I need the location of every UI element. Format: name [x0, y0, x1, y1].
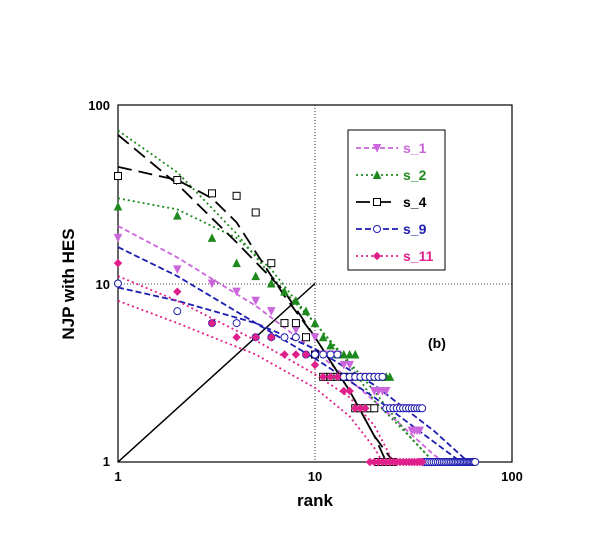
s_2-point-23: [385, 372, 395, 381]
s_1-point-5: [266, 307, 276, 316]
s_4-point-8: [301, 333, 310, 342]
s_11-point-10: [318, 372, 328, 382]
legend-label-s_1: s_1: [403, 140, 427, 156]
s_2-point-1: [172, 211, 182, 220]
s_11-point-7: [291, 350, 301, 359]
s_4-point-6: [280, 319, 289, 328]
legend-marker-s_1: [372, 144, 382, 153]
x-tick-label-1: 1: [114, 469, 121, 484]
legend-marker-s_2: [372, 170, 382, 179]
legend-marker-s_9: [373, 225, 381, 233]
legend-label-s_11: s_11: [403, 248, 434, 264]
s_4-point-19: [370, 404, 379, 413]
s_2-point-6: [280, 287, 289, 296]
s_11-point-6: [280, 350, 289, 359]
s_9-point-3: [232, 319, 241, 328]
s_9-point-34: [418, 404, 427, 413]
x-tick-label-100: 100: [501, 469, 523, 484]
s_1-point-14: [345, 360, 354, 370]
s_4-point-3: [232, 191, 241, 200]
s_11-point-14: [345, 386, 354, 396]
s_4-point-5: [267, 259, 276, 268]
s_1-point-0: [113, 233, 123, 243]
s_1-point-9: [310, 333, 320, 342]
s_9-point-11: [326, 350, 335, 359]
s_11-point-34: [417, 457, 427, 467]
s_1-point-3: [232, 287, 241, 297]
s_11-point-4: [251, 333, 260, 342]
s_9-point-0: [114, 279, 122, 288]
s_1-point-33: [415, 426, 425, 436]
legend-label-s_2: s_2: [403, 167, 427, 183]
s_9-point-9: [311, 350, 319, 359]
y-tick-label-1: 1: [103, 454, 110, 469]
s_11-point-5: [267, 333, 276, 342]
legend-marker-s_11: [372, 251, 382, 261]
legend: s_1 s_2 s_4 s_9 s_11: [347, 129, 446, 271]
y-tick-label-100: 100: [88, 98, 110, 113]
s_11-fit2-line: [117, 299, 384, 463]
y-tick-label-10: 10: [96, 277, 110, 292]
s_4-fit-line: [117, 166, 388, 463]
s_4-point-7: [291, 319, 300, 328]
reference-line: [117, 282, 316, 463]
s_11-point-11: [326, 372, 335, 382]
s_4-point-0: [114, 172, 122, 181]
s_2-point-5: [266, 278, 276, 288]
s_4-point-1: [173, 176, 182, 185]
s_2-point-11: [326, 340, 335, 350]
legend-marker-s_4: [373, 198, 381, 206]
s_11-point-13: [339, 386, 348, 396]
x-tick-label-10: 10: [308, 469, 322, 484]
panel-annotation: (b): [428, 335, 446, 351]
s_9-point-1: [173, 307, 182, 316]
s_9-fit-line: [117, 286, 469, 463]
legend-label-s_4: s_4: [403, 194, 427, 210]
s_4-fit2-line: [117, 134, 395, 463]
legend-box: [347, 129, 446, 271]
s_11-fit-line: [117, 275, 395, 463]
s_4-point-2: [207, 189, 216, 198]
y-axis-title: NJP with HES: [59, 228, 78, 339]
s_9-point-7: [291, 333, 300, 342]
s_11-point-1: [173, 287, 182, 296]
s_2-point-7: [291, 296, 301, 305]
s_2-point-13: [339, 349, 349, 359]
s_9-point-21: [378, 372, 387, 381]
s_11-point-17: [361, 404, 370, 413]
s_11-point-0: [113, 258, 123, 268]
s_2-point-3: [232, 258, 241, 268]
s_2-point-14: [345, 349, 354, 359]
s_2-point-4: [251, 271, 261, 281]
s_1-point-22: [381, 386, 391, 396]
s_2-point-10: [318, 332, 328, 342]
x-axis-title: rank: [297, 491, 333, 510]
s_2-point-2: [207, 233, 217, 242]
s_2-point-8: [301, 306, 311, 316]
s_2-point-0: [113, 201, 123, 211]
legend-label-s_9: s_9: [403, 221, 427, 237]
s_11-point-3: [232, 333, 241, 342]
s_11-point-8: [301, 350, 311, 359]
s_1-point-7: [291, 325, 301, 335]
s_4-point-4: [251, 208, 260, 217]
s_9-point-10: [319, 350, 328, 359]
s_1-point-1: [172, 265, 182, 274]
s_9-point-12: [333, 350, 342, 359]
s_1-point-13: [339, 360, 349, 370]
s_9-point-6: [280, 333, 289, 342]
s_1-point-4: [251, 296, 261, 306]
s_2-point-15: [350, 349, 360, 359]
s_11-point-9: [310, 360, 320, 370]
s_2-point-9: [310, 318, 320, 328]
s_9-point-64: [471, 458, 480, 466]
s_11-point-2: [207, 318, 217, 328]
s_1-point-2: [207, 279, 217, 289]
s_11-point-12: [333, 372, 342, 382]
